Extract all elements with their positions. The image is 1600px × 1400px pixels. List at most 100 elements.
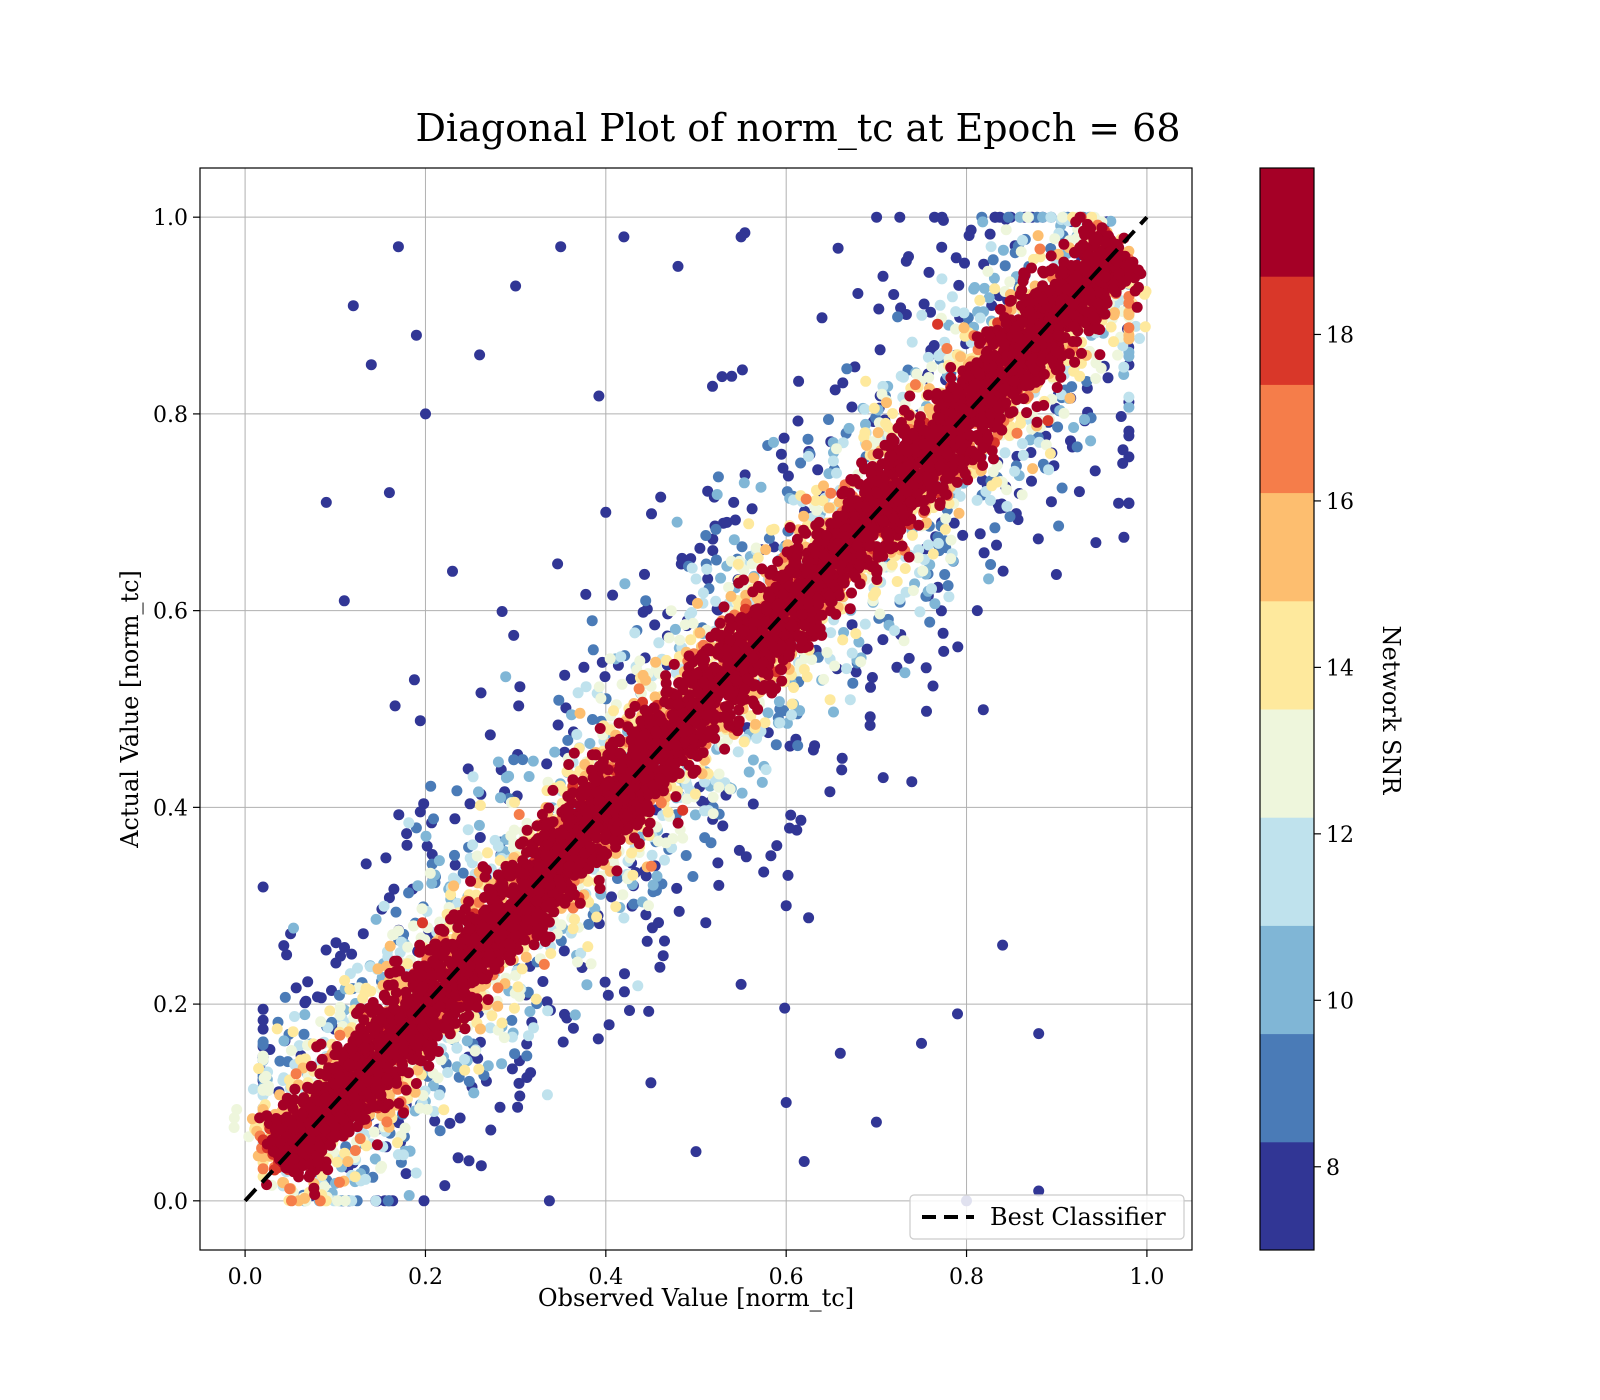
scatter-point (912, 552, 924, 564)
scatter-point (655, 491, 667, 503)
scatter-point (401, 828, 413, 840)
scatter-point (988, 272, 1000, 284)
scatter-point (1000, 224, 1012, 236)
scatter-point (765, 524, 777, 536)
scatter-point (1034, 243, 1046, 255)
scatter-point (671, 882, 683, 894)
scatter-point (679, 619, 691, 631)
scatter-point (619, 968, 630, 980)
scatter-point (743, 766, 755, 778)
scatter-point (1134, 333, 1145, 344)
scatter-point (782, 869, 794, 881)
scatter-point (768, 541, 780, 553)
scatter-point (958, 322, 970, 334)
scatter-point (874, 608, 886, 620)
scatter-point (231, 1104, 243, 1115)
scatter-point (643, 1005, 655, 1017)
scatter-point (923, 266, 935, 278)
scatter-point (934, 299, 946, 311)
scatter-point (846, 647, 858, 659)
scatter-point (376, 1160, 388, 1172)
scatter-point (952, 641, 964, 653)
scatter-point (555, 241, 567, 253)
scatter-point (496, 1017, 508, 1029)
scatter-point (517, 754, 529, 766)
scatter-point (659, 935, 670, 947)
scatter-point (461, 1035, 473, 1047)
scatter-point (508, 1002, 520, 1014)
scatter-point (346, 948, 358, 960)
scatter-point (926, 361, 938, 373)
scatter-point (260, 1070, 272, 1082)
scatter-point (1009, 465, 1021, 477)
scatter-point (403, 817, 415, 829)
scatter-point (414, 715, 426, 727)
scatter-point (917, 565, 929, 577)
scatter-point (694, 627, 706, 639)
scatter-point (334, 1001, 346, 1013)
scatter-point (558, 945, 570, 957)
scatter-point (289, 1011, 300, 1022)
scatter-point (520, 951, 532, 963)
scatter-point (528, 1022, 539, 1034)
scatter-point (651, 870, 663, 882)
scatter-point (527, 755, 539, 767)
scatter-point (829, 660, 841, 672)
scatter-point (1058, 407, 1070, 419)
scatter-point (299, 1053, 311, 1065)
scatter-point (922, 539, 934, 551)
scatter-point (736, 541, 748, 553)
scatter-point (823, 502, 835, 514)
scatter-point (383, 487, 395, 499)
scatter-point (640, 909, 652, 921)
scatter-point (697, 587, 709, 599)
scatter-point (945, 362, 957, 373)
scatter-point (713, 768, 725, 780)
scatter-point (903, 251, 914, 263)
scatter-point (940, 513, 952, 525)
scatter-point (1002, 211, 1014, 223)
scatter-point (788, 682, 800, 693)
scatter-point (500, 671, 512, 683)
scatter-point (334, 1029, 346, 1041)
scatter-point (1056, 482, 1068, 494)
scatter-point (473, 1063, 485, 1075)
scatter-point (818, 673, 830, 685)
scatter-point (293, 1040, 305, 1052)
scatter-point (486, 1010, 498, 1022)
scatter-point (474, 799, 486, 811)
scatter-point (924, 616, 936, 628)
scatter-point (756, 776, 768, 788)
scatter-point (473, 786, 484, 798)
scatter-point (735, 231, 747, 243)
scatter-point (1090, 373, 1102, 384)
scatter-point (257, 1003, 269, 1015)
scatter-point (834, 1047, 846, 1059)
scatter-point (918, 298, 930, 310)
scatter-point (408, 674, 420, 686)
scatter-point (923, 403, 935, 415)
scatter-point (330, 937, 342, 949)
scatter-point (561, 1012, 573, 1024)
scatter-point (877, 270, 889, 282)
scatter-point (429, 1115, 441, 1127)
scatter-point (968, 283, 980, 295)
scatter-point (847, 677, 859, 689)
scatter-point (977, 216, 989, 228)
scatter-point (736, 787, 748, 799)
scatter-point (775, 448, 787, 460)
scatter-point (1123, 322, 1135, 334)
scatter-point (512, 1101, 524, 1113)
scatter-point (378, 900, 390, 912)
scatter-point (417, 917, 428, 929)
scatter-point (825, 487, 837, 499)
scatter-point (715, 572, 727, 584)
scatter-point (634, 655, 646, 667)
scatter-point (495, 792, 506, 804)
scatter-point (959, 330, 971, 342)
scatter-point (846, 401, 858, 413)
scatter-point (844, 694, 856, 706)
scatter-point (641, 935, 653, 947)
scatter-point (989, 211, 1001, 223)
scatter-point (740, 851, 752, 863)
